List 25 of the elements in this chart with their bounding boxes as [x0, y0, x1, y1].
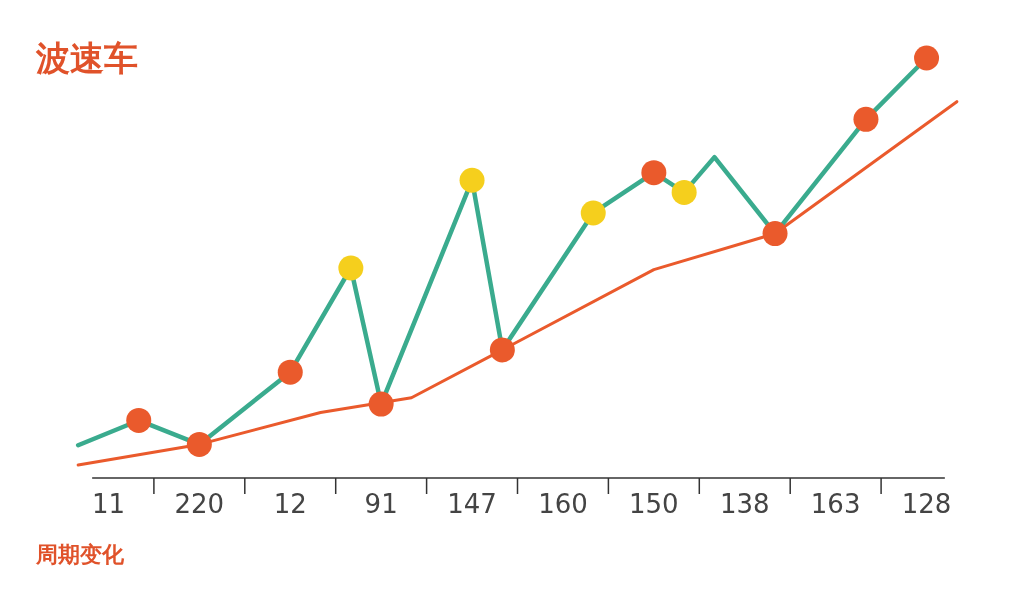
x-tick-label: 138: [719, 489, 770, 519]
point: [914, 45, 940, 71]
text: 周期变化: [35, 542, 125, 567]
x-tick-label: 147: [447, 489, 497, 519]
x-tick-label: 11: [91, 489, 125, 519]
x-tick-label: 150: [629, 489, 679, 519]
point: [580, 200, 606, 226]
point: [338, 255, 364, 281]
point: [459, 167, 485, 193]
chart-title: 波速车: [35, 38, 138, 78]
x-tick-label: 220: [174, 489, 225, 519]
x-tick-label: 128: [901, 489, 952, 519]
point: [489, 337, 515, 363]
point: [186, 431, 212, 457]
x-tick-label: 12: [273, 489, 307, 519]
x-tick-label: 160: [538, 489, 588, 519]
x-tick-label: 163: [810, 489, 861, 519]
point: [671, 179, 697, 205]
point: [277, 359, 303, 385]
point: [126, 407, 152, 433]
point: [368, 391, 394, 417]
x-tick-label: 91: [364, 489, 398, 519]
point: [762, 221, 788, 247]
point: [641, 160, 667, 186]
point: [853, 106, 879, 132]
